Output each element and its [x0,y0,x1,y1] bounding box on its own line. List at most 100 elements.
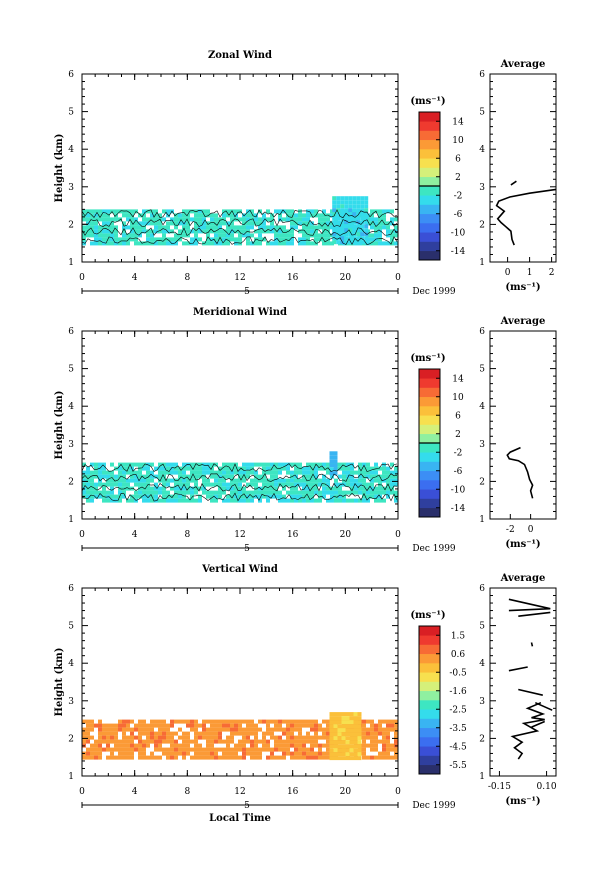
heatmap-cell [254,743,258,748]
heatmap-cell [314,751,318,756]
heatmap-cell [346,478,350,483]
heatmap-cell [230,755,234,760]
heatmap-cell [210,474,214,479]
heatmap-cell [357,736,362,741]
heatmap-cell [178,217,182,222]
heatmap-cell [126,213,130,218]
heatmap-cell [250,743,254,748]
heatmap-cell [102,474,106,479]
heatmap-cell [90,478,94,483]
heatmap-cell [378,213,382,218]
contour-line [81,463,398,473]
heatmap-cell [94,241,98,246]
heatmap-cell [330,486,334,491]
heatmap-cell [246,233,250,238]
heatmap-cell [222,462,226,467]
heatmap-cell [386,486,390,491]
heatmap-cell [90,221,94,226]
heatmap-cell [350,482,354,487]
heatmap-cell [394,217,398,222]
heatmap-cell [266,755,270,760]
heatmap-cell [364,208,369,213]
heatmap-cell [338,486,342,491]
heatmap-cell [222,470,226,475]
heatmap-cell [222,466,226,471]
heatmap-cell [150,470,154,475]
heatmap-cell [142,482,146,487]
avg-y-tick-label: 6 [479,327,485,337]
heatmap-cell [302,747,306,752]
heatmap-cell [357,724,362,729]
heatmap-cell [336,240,341,245]
heatmap-cell [242,743,246,748]
y-axis-label: Height (km) [54,391,65,460]
heatmap-cell [122,735,126,740]
heatmap-cell [86,482,90,487]
heatmap-cell [230,209,234,214]
heatmap-cell [302,233,306,238]
avg-x-tick-label: 0 [528,525,534,535]
heatmap-cell [142,241,146,246]
heatmap-cell [150,478,154,483]
heatmap-cell [122,241,126,246]
heatmap-cell [118,462,122,467]
colorbar-swatch [419,480,440,490]
heatmap-cell [94,462,98,467]
heatmap-cell [274,482,278,487]
colorbar-swatch [419,690,440,701]
avg-y-tick-label: 3 [479,183,485,193]
heatmap-cell [370,747,374,752]
heatmap-cell [242,739,246,744]
heatmap-cell [310,241,314,246]
x-tick-label: 12 [234,530,245,540]
colorbar-tick-label: 14 [452,374,464,384]
heatmap-cell [386,739,390,744]
heatmap-cell [126,225,130,230]
heatmap-cell [390,755,394,760]
avg-y-tick-label: 4 [479,659,485,669]
heatmap-cell [162,209,166,214]
heatmap-cell [86,478,90,483]
heatmap-cell [329,744,334,749]
heatmap-cell [333,724,338,729]
heatmap-cell [158,237,162,242]
heatmap-cell [242,225,246,230]
heatmap-cell [370,494,374,499]
heatmap-cell [166,490,170,495]
average-profile-line [495,188,557,246]
heatmap-cell [290,225,294,230]
heatmap-cell [122,747,126,752]
heatmap-cell [370,755,374,760]
heatmap-cell [90,209,94,214]
heatmap-cell [190,498,194,503]
heatmap-cell [178,719,182,724]
colorbar-swatch [419,195,440,205]
heatmap-cell [206,494,210,499]
heatmap-cell [274,462,278,467]
heatmap-cell [202,735,206,740]
heatmap-cell [138,747,142,752]
heatmap-cell [334,490,338,495]
heatmap-cell [202,755,206,760]
heatmap-cell [298,494,302,499]
heatmap-cell [170,747,174,752]
heatmap-cell [318,225,322,230]
heatmap-cell [322,751,326,756]
heatmap-cell [222,241,226,246]
heatmap-cell [130,739,134,744]
heatmap-cell [170,755,174,760]
heatmap-cell [294,225,298,230]
heatmap-cell [146,727,150,732]
heatmap-cell [262,225,266,230]
heatmap-cells [82,196,398,246]
heatmap-cell [158,486,162,491]
heatmap-cell [352,228,357,233]
heatmap-cell [146,739,150,744]
heatmap-cell [266,719,270,724]
heatmap-cell [242,727,246,732]
heatmap-cell [162,735,166,740]
heatmap-cell [378,209,382,214]
heatmap-cell [294,213,298,218]
heatmap-cell [198,743,202,748]
